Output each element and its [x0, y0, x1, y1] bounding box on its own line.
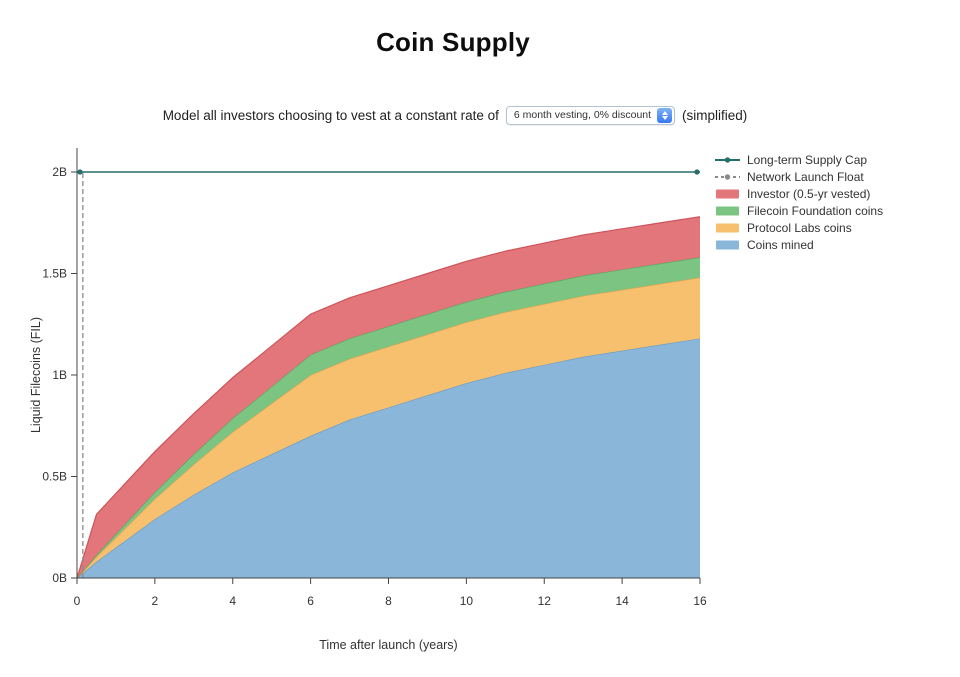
chevron-down-icon: [661, 115, 668, 120]
y-tick-label: 1.5B: [42, 267, 67, 281]
legend-label: Network Launch Float: [747, 170, 864, 184]
chart-legend: Long-term Supply Cap Network Launch Float…: [714, 152, 883, 253]
x-tick-label: 0: [74, 594, 81, 608]
vesting-select[interactable]: 6 month vesting, 0% discount: [505, 105, 676, 125]
legend-label: Long-term Supply Cap: [747, 153, 868, 167]
area-edge-investor-0-5-yr-vested: [76, 216, 701, 579]
x-axis-label: Time after launch (years): [319, 638, 458, 652]
legend-label: Filecoin Foundation coins: [747, 204, 884, 218]
area-coins-mined: [77, 338, 700, 578]
chevron-up-icon: [661, 110, 668, 115]
y-tick-label: 0B: [52, 571, 67, 585]
legend-item-network-launch-float[interactable]: Network Launch Float: [714, 169, 883, 185]
area-edge-coins-mined: [76, 337, 701, 579]
vesting-select-value: 6 month vesting, 0% discount: [513, 109, 652, 121]
page-title: Coin Supply: [376, 27, 530, 57]
legend-label: Protocol Labs coins: [747, 221, 852, 235]
rect-swatch-icon: [716, 189, 739, 199]
area-edge-filecoin-foundation-coins: [76, 256, 701, 579]
x-tick-label: 14: [615, 594, 629, 608]
rect-swatch-icon: [716, 206, 739, 216]
y-tick-label: 1B: [52, 368, 67, 382]
dash-dot-swatch-icon: [715, 174, 740, 180]
long-term-supply-cap-marker-left: [77, 169, 83, 175]
area-investor-0-5-yr-vested: [77, 216, 700, 578]
line-dot-swatch-icon: [715, 157, 740, 163]
long-term-supply-cap-marker-right: [694, 169, 700, 175]
legend-item-coins-mined[interactable]: Coins mined: [714, 237, 883, 253]
legend-item-long-term-supply-cap[interactable]: Long-term Supply Cap: [714, 152, 883, 168]
x-tick-label: 2: [152, 594, 159, 608]
x-tick-label: 12: [538, 594, 552, 608]
x-tick-label: 6: [307, 594, 314, 608]
y-tick-label: 0.5B: [42, 470, 67, 484]
area-protocol-labs-coins: [77, 277, 700, 578]
rect-swatch-icon: [716, 240, 739, 250]
subtitle-suffix: (simplified): [682, 107, 748, 123]
legend-item-filecoin-foundation-coins[interactable]: Filecoin Foundation coins: [714, 203, 883, 219]
x-tick-label: 10: [460, 594, 474, 608]
legend-label: Investor (0.5-yr vested): [747, 187, 871, 201]
coin-supply-chart: 0B 0.5B 1B 1.5B 2B 0 2 4 6 8 10 12 14 16: [42, 148, 707, 608]
x-tick-label: 16: [693, 594, 707, 608]
x-tick-label: 8: [385, 594, 392, 608]
x-tick-label: 4: [229, 594, 236, 608]
area-edge-protocol-labs-coins: [76, 276, 701, 579]
rect-swatch-icon: [716, 223, 739, 233]
select-stepper-icon: [657, 107, 673, 123]
legend-item-protocol-labs-coins[interactable]: Protocol Labs coins: [714, 220, 883, 236]
model-subtitle: Model all investors choosing to vest at …: [0, 104, 910, 126]
subtitle-prefix: Model all investors choosing to vest at …: [162, 107, 499, 123]
legend-label: Coins mined: [747, 238, 814, 252]
legend-item-investor-0-5-yr-vested[interactable]: Investor (0.5-yr vested): [714, 186, 883, 202]
y-axis-label: Liquid Filecoins (FIL): [29, 317, 43, 434]
y-tick-label: 2B: [52, 165, 67, 179]
